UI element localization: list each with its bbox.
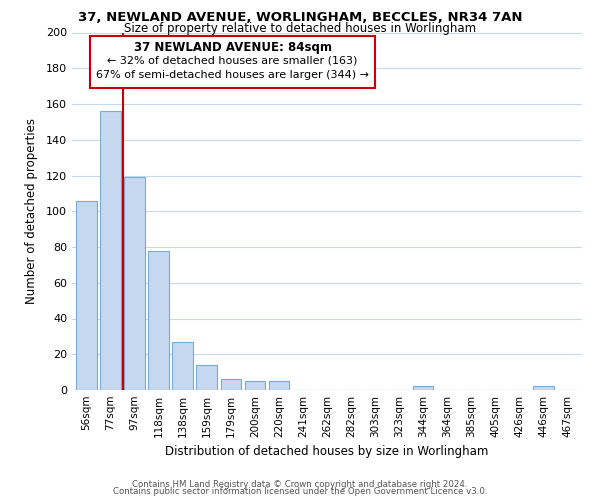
Bar [124,178,145,390]
Bar [533,386,554,390]
Text: Size of property relative to detached houses in Worlingham: Size of property relative to detached ho… [124,22,476,35]
Text: 37, NEWLAND AVENUE, WORLINGHAM, BECCLES, NR34 7AN: 37, NEWLAND AVENUE, WORLINGHAM, BECCLES,… [78,11,522,24]
Bar [148,250,169,390]
Bar [172,342,193,390]
Bar [100,111,121,390]
Text: 37 NEWLAND AVENUE: 84sqm: 37 NEWLAND AVENUE: 84sqm [134,42,332,54]
Bar [269,381,289,390]
Bar [76,200,97,390]
Bar [221,380,241,390]
Bar [413,386,433,390]
Y-axis label: Number of detached properties: Number of detached properties [25,118,38,304]
Bar [196,365,217,390]
Text: Contains HM Land Registry data © Crown copyright and database right 2024.: Contains HM Land Registry data © Crown c… [132,480,468,489]
X-axis label: Distribution of detached houses by size in Worlingham: Distribution of detached houses by size … [166,446,488,458]
Text: ← 32% of detached houses are smaller (163): ← 32% of detached houses are smaller (16… [107,56,358,66]
Text: Contains public sector information licensed under the Open Government Licence v3: Contains public sector information licen… [113,487,487,496]
Text: 67% of semi-detached houses are larger (344) →: 67% of semi-detached houses are larger (… [96,70,369,80]
FancyBboxPatch shape [90,36,376,88]
Bar [245,381,265,390]
